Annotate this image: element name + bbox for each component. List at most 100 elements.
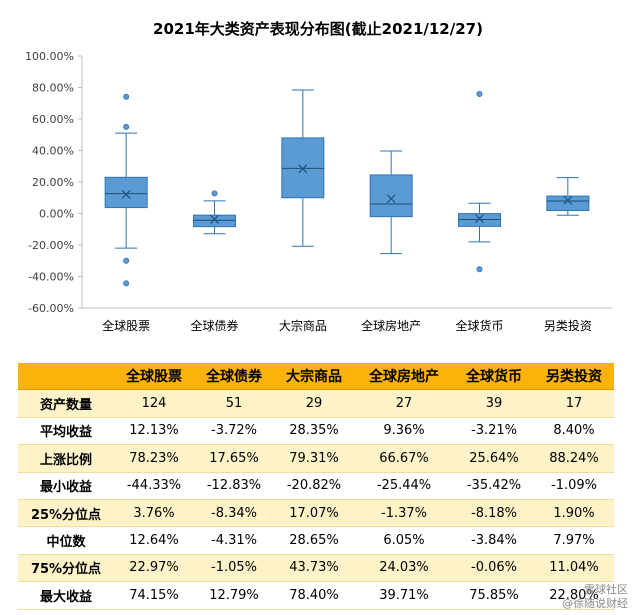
table-cell: -3.72%: [194, 417, 274, 446]
table-header-cell: 全球债券: [194, 363, 274, 391]
table-row-label: 最小收益: [18, 472, 114, 500]
x-category-label: 全球债券: [190, 318, 238, 333]
box-另类投资: [546, 177, 590, 216]
table-row: 中位数 12.64% -4.31% 28.65% 6.05% -3.84% 7.97%: [18, 526, 614, 555]
box-大宗商品: [281, 89, 325, 247]
table-row-label: 75%分位点: [18, 554, 114, 583]
table-cell: 22.97%: [114, 554, 194, 583]
table-cell: -12.83%: [194, 472, 274, 500]
table-cell: 24.03%: [354, 554, 454, 583]
table-cell: 78.23%: [114, 444, 194, 473]
box-plot-chart: -60.00% -40.00% -20.00% 0.00% 20.00% 40.00% 60…: [25, 50, 612, 333]
table-cell: 66.67%: [354, 444, 454, 473]
table-cell: 88.24%: [534, 444, 614, 473]
table-cell: 17.07%: [274, 499, 354, 528]
table-row: 最大收益 74.15% 12.79% 78.40% 39.71% 75.85% 22.80%: [18, 581, 614, 610]
x-category-label: 全球货币: [455, 318, 503, 333]
x-category-label: 大宗商品: [279, 318, 327, 333]
box-全球债券: [193, 190, 236, 235]
table-cell: 17: [534, 389, 614, 418]
y-tick-label: 100.00%: [25, 50, 74, 63]
watermark-line-2: @徐随说财经: [562, 597, 628, 610]
watermark: 雪球社区 @徐随说财经: [562, 583, 628, 611]
table-cell: 51: [194, 389, 274, 418]
table-cell: 124: [114, 389, 194, 418]
mean-marker: [298, 164, 308, 174]
table-cell: 9.36%: [354, 417, 454, 446]
table-row: 25%分位点 3.76% -8.34% 17.07% -1.37% -8.18% 1.90%: [18, 499, 614, 528]
box-全球房地产: [369, 150, 413, 255]
table-cell: 28.65%: [274, 526, 354, 555]
mean-marker: [121, 189, 131, 199]
table-header-row: 全球股票 全球债券 大宗商品 全球房地产 全球货币 另类投资: [18, 363, 614, 391]
table-cell: 25.64%: [454, 444, 534, 473]
table-cell: 79.31%: [274, 444, 354, 473]
x-category-label: 全球股票: [102, 318, 150, 333]
box-body: [193, 214, 236, 228]
table-cell: 27: [354, 389, 454, 418]
outlier-point: [211, 190, 218, 197]
table-header-cell: 全球货币: [454, 363, 534, 391]
table-cell: 39: [454, 389, 534, 418]
table-row: 上涨比例 78.23% 17.65% 79.31% 66.67% 25.64% 88.24%: [18, 444, 614, 473]
table-row: 平均收益 12.13% -3.72% 28.35% 9.36% -3.21% 8.40%: [18, 417, 614, 446]
mean-marker: [563, 195, 573, 205]
table-cell: 7.97%: [534, 526, 614, 555]
box-body: [104, 176, 148, 209]
table-cell: 78.40%: [274, 581, 354, 610]
y-tick-label: 60.00%: [32, 113, 74, 126]
table-header-cell: 大宗商品: [274, 363, 354, 391]
table-cell: 17.65%: [194, 444, 274, 473]
table-cell: -1.37%: [354, 499, 454, 528]
mean-marker: [386, 194, 396, 204]
table-row-label: 资产数量: [18, 389, 114, 418]
box-body: [281, 137, 325, 199]
table-cell: -0.06%: [454, 554, 534, 583]
chart-title: 2021年大类资产表现分布图(截止2021/12/27): [153, 20, 483, 38]
table-row-label: 中位数: [18, 526, 114, 555]
table-cell: 39.71%: [354, 581, 454, 610]
table-cell: -25.44%: [354, 472, 454, 500]
table-cell: -8.34%: [194, 499, 274, 528]
y-tick-label: 20.00%: [32, 176, 74, 189]
table-cell: -20.82%: [274, 472, 354, 500]
table-cell: 12.13%: [114, 417, 194, 446]
table-row-label: 平均收益: [18, 417, 114, 446]
outlier-point: [476, 266, 483, 273]
table-header-cell: 全球股票: [114, 363, 194, 391]
outlier-point: [123, 93, 130, 100]
y-tick-label: -20.00%: [28, 239, 74, 252]
table-row-label: 最大收益: [18, 581, 114, 610]
y-tick-label: 0.00%: [39, 208, 74, 221]
outlier-point: [123, 123, 130, 130]
table-row-label: 上涨比例: [18, 444, 114, 473]
table-cell: 3.76%: [114, 499, 194, 528]
table-cell: 12.64%: [114, 526, 194, 555]
table-row: 75%分位点 22.97% -1.05% 43.73% 24.03% -0.06% 11.0…: [18, 554, 614, 583]
table-cell: -3.84%: [454, 526, 534, 555]
table-cell: -1.09%: [534, 472, 614, 500]
table-cell: 12.79%: [194, 581, 274, 610]
outlier-point: [476, 91, 483, 98]
table-cell: -8.18%: [454, 499, 534, 528]
box-body: [546, 195, 590, 212]
table-cell: 74.15%: [114, 581, 194, 610]
table-cell: 29: [274, 389, 354, 418]
x-category-label: 另类投资: [544, 318, 592, 333]
x-category-label: 全球房地产: [361, 318, 421, 333]
y-tick-label: -60.00%: [28, 302, 74, 315]
watermark-line-1: 雪球社区: [584, 583, 628, 596]
box-全球货币: [458, 91, 501, 273]
y-tick-label: 40.00%: [32, 145, 74, 158]
table-row: 最小收益 -44.33% -12.83% -20.82% -25.44% -35.42% -…: [18, 472, 614, 500]
table-cell: -35.42%: [454, 472, 534, 500]
y-tick-label: 80.00%: [32, 82, 74, 95]
table-cell: 1.90%: [534, 499, 614, 528]
table-cell: 8.40%: [534, 417, 614, 446]
table-cell: 28.35%: [274, 417, 354, 446]
table-cell: -3.21%: [454, 417, 534, 446]
box-全球股票: [104, 93, 148, 287]
mean-marker: [475, 214, 484, 223]
table-cell: 22.80%: [534, 581, 614, 610]
table-cell: 75.85%: [454, 581, 534, 610]
